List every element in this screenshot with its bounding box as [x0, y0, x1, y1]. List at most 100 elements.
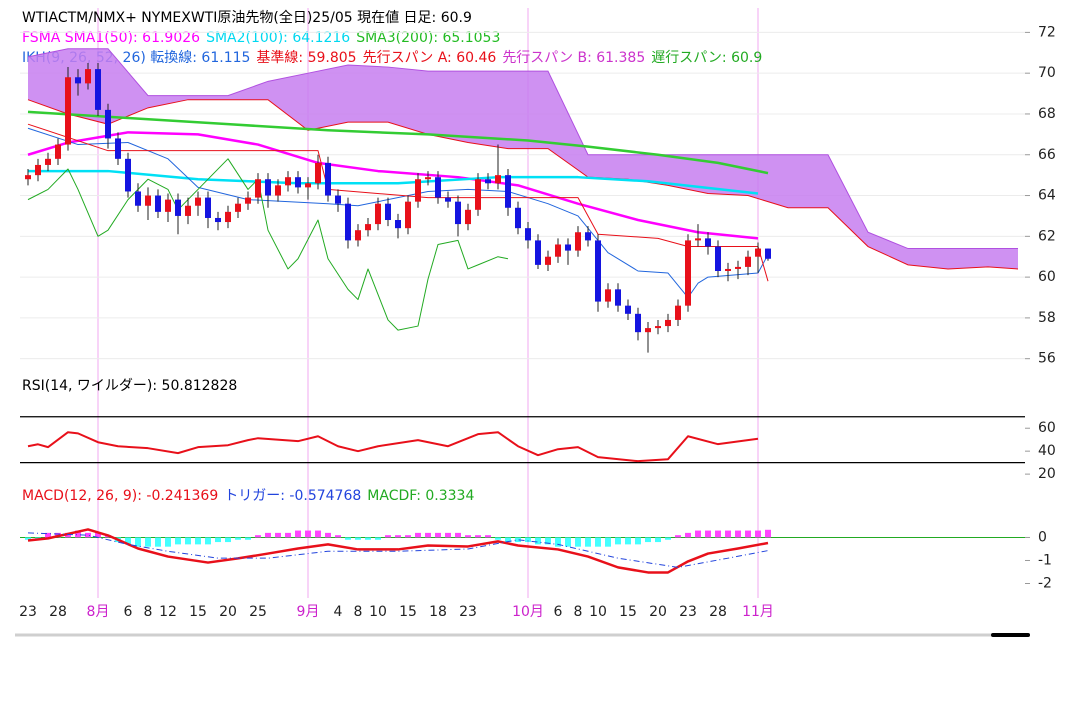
legend-entry: SMA2(100): 64.1216	[206, 30, 350, 46]
candle-body	[725, 268, 731, 271]
histogram-bar	[355, 537, 361, 540]
histogram-bar	[45, 532, 51, 538]
candle-body	[165, 199, 171, 212]
candle-body	[445, 197, 451, 202]
candle-body	[715, 246, 721, 271]
legend-entry: FSMA SMA1(50): 61.9026	[22, 30, 200, 46]
y-tick-label: 70	[1038, 65, 1056, 81]
candle-body	[645, 328, 651, 333]
candle-body	[545, 256, 551, 265]
candle-body	[615, 289, 621, 306]
x-tick-label: 28	[709, 604, 727, 620]
x-tick-label: 20	[649, 604, 667, 620]
histogram-bar	[615, 537, 621, 545]
candle-body	[255, 179, 261, 198]
y-tick-label: 56	[1038, 351, 1056, 367]
histogram-bar	[585, 537, 591, 547]
candle-body	[185, 205, 191, 216]
candle-body	[735, 266, 741, 269]
candle-body	[205, 197, 211, 218]
x-tick-label: 8	[574, 604, 583, 620]
candle-body	[585, 232, 591, 241]
series-line	[27, 431, 759, 463]
candle-body	[345, 203, 351, 241]
histogram-bar	[535, 537, 541, 545]
histogram-bar	[445, 532, 451, 538]
candle-body	[425, 177, 431, 180]
histogram-bar	[565, 537, 571, 547]
y-tick-label: 66	[1038, 147, 1056, 163]
x-tick-label: 10月	[512, 604, 544, 620]
histogram-bar	[215, 537, 221, 543]
candle-body	[395, 220, 401, 229]
histogram-bar	[85, 532, 91, 538]
histogram-bar	[405, 535, 411, 538]
candle-body	[485, 179, 491, 184]
series-line	[28, 169, 759, 195]
x-tick-label: 12	[159, 604, 177, 620]
series-line	[27, 158, 509, 331]
y-tick-label: 40	[1038, 443, 1056, 459]
candle-body	[195, 197, 201, 206]
histogram-bar	[725, 530, 731, 538]
histogram-bar	[245, 537, 251, 540]
candle-body	[85, 69, 91, 84]
candle-body	[335, 195, 341, 204]
candle-body	[55, 144, 61, 159]
histogram-bar	[755, 530, 761, 538]
histogram-bar	[575, 537, 581, 547]
histogram-bar	[745, 530, 751, 538]
histogram-bar	[285, 532, 291, 538]
candle-body	[275, 185, 281, 196]
x-tick-label: 15	[189, 604, 207, 620]
series-line	[27, 110, 769, 175]
x-tick-label: 11月	[742, 604, 774, 620]
histogram-bar	[395, 535, 401, 538]
x-tick-label: 20	[219, 604, 237, 620]
histogram-bar	[155, 537, 161, 547]
histogram-bar	[375, 537, 381, 540]
histogram-bar	[205, 537, 211, 545]
histogram-bar	[385, 535, 391, 538]
candle-body	[755, 248, 761, 257]
y-tick-label: -1	[1038, 552, 1052, 568]
histogram-bar	[365, 537, 371, 540]
histogram-bar	[475, 535, 481, 538]
y-tick-label: 60	[1038, 420, 1056, 436]
histogram-bar	[415, 532, 421, 538]
candle-body	[95, 69, 101, 110]
candle-body	[175, 199, 181, 216]
histogram-bar	[305, 530, 311, 538]
legend-entry: MACDF: 0.3334	[367, 488, 474, 504]
y-tick-label: 62	[1038, 228, 1056, 244]
x-tick-label: 10	[589, 604, 607, 620]
histogram-bar	[675, 535, 681, 538]
histogram-bar	[485, 535, 491, 538]
histogram-bar	[545, 537, 551, 545]
x-tick-label: 8月	[87, 604, 110, 620]
candle-body	[455, 201, 461, 225]
candle-body	[35, 164, 41, 176]
candle-body	[675, 305, 681, 320]
x-tick-label: 6	[554, 604, 563, 620]
legend-row: MACD(12, 26, 9): -0.241369 トリガー: -0.57476…	[22, 488, 474, 504]
legend-entry: トリガー: -0.574768	[224, 488, 361, 504]
candle-body	[145, 195, 151, 206]
candle-body	[745, 256, 751, 267]
candle-body	[475, 179, 481, 210]
candle-body	[415, 179, 421, 202]
candle-body	[695, 238, 701, 241]
histogram-bar	[185, 537, 191, 545]
candle-body	[105, 109, 111, 139]
y-tick-label: -2	[1038, 575, 1052, 591]
x-tick-label: 10	[369, 604, 387, 620]
legend-entry: SMA3(200): 65.1053	[356, 30, 500, 46]
candle-body	[225, 211, 231, 223]
candle-body	[665, 319, 671, 327]
x-tick-label: 18	[429, 604, 447, 620]
span-a-line	[27, 48, 1018, 250]
candle-body	[295, 177, 301, 188]
histogram-bar	[685, 532, 691, 538]
histogram-bar	[125, 537, 131, 545]
